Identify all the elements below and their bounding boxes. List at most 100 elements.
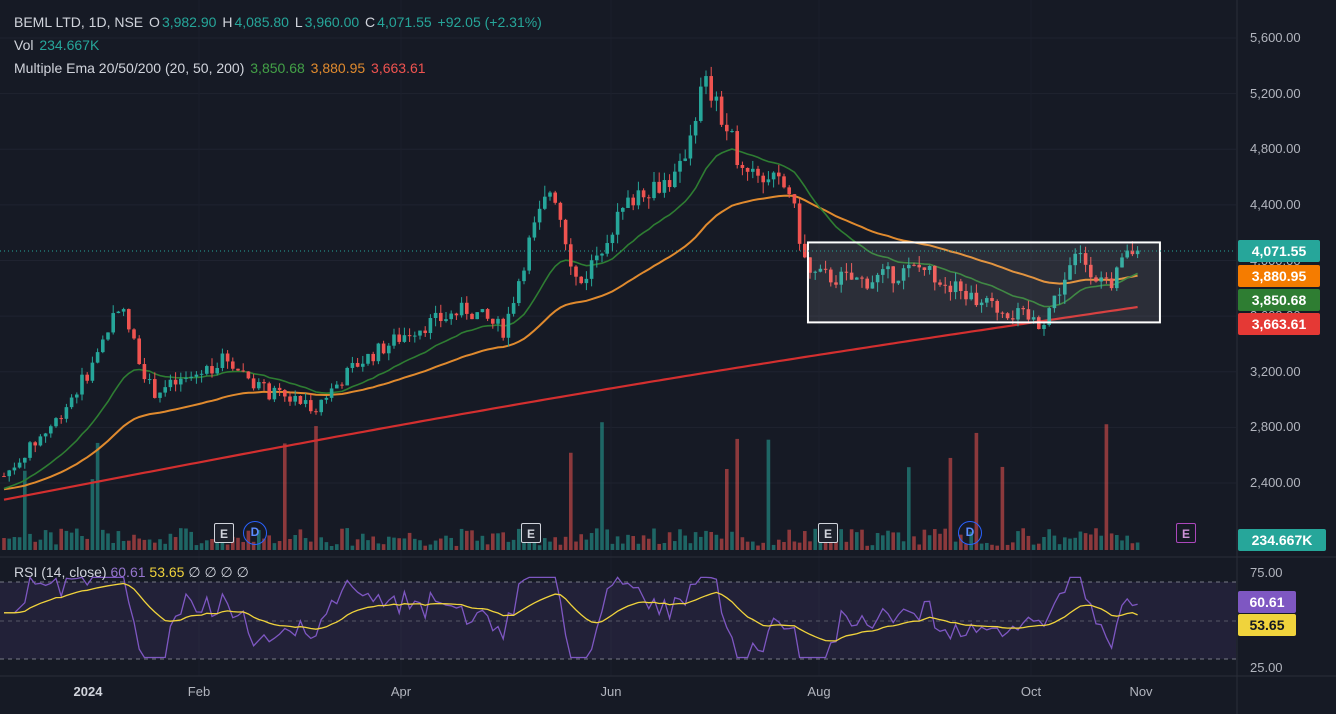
candle-body [667,180,672,188]
candle-body [600,253,604,256]
candle-body [782,176,786,188]
volume-bar [808,541,812,550]
volume-bar [501,532,505,550]
volume-bar [449,537,453,550]
earnings-event-icon[interactable]: E [521,523,541,543]
x-label-nov: Nov [1129,684,1153,699]
volume-bar [199,543,204,550]
earnings-event-icon[interactable]: E [214,523,234,543]
dividend-event-icon[interactable]: D [958,521,982,545]
volume-bar [491,533,495,550]
earnings-event-icon[interactable]: E [818,523,838,543]
rsi-ma-tag: 53.65 [1238,614,1296,636]
volume-bar [834,541,838,550]
x-label-oct: Oct [1020,684,1042,699]
volume-bar [413,538,417,550]
candle-body [933,265,937,283]
volume-bar [1037,543,1041,550]
volume-bar [106,533,110,550]
volume-tag: 234.667K [1238,529,1326,551]
rsi-tag: 60.61 [1238,591,1296,613]
candle-body [751,168,755,172]
candle-body [231,361,235,369]
candle-body [631,197,635,206]
volume-bar [907,467,911,550]
volume-bar [610,543,615,550]
change-value: +92.05 (+2.31%) [437,14,542,30]
volume-bar [974,432,979,550]
candle-body [777,172,781,177]
candle-body [262,382,266,384]
volume-bar [1078,531,1083,550]
candle-body [875,274,880,283]
volume-bar [990,544,994,550]
volume-bar [574,541,578,550]
volume-bar [49,532,53,550]
candle-body [948,285,953,293]
volume-bar [605,529,609,550]
volume-bar [59,528,63,550]
volume-bar [927,535,932,550]
candle-body [584,278,589,284]
open-value: 3,982.90 [161,14,217,30]
candle-body [1099,277,1103,282]
volume-bar [730,531,734,550]
volume-bar [147,539,152,550]
volume-bar [288,538,292,550]
dividend-event-icon[interactable]: D [243,521,267,545]
volume-bar [298,529,303,550]
volume-bar [803,531,807,550]
volume-bar [964,544,968,550]
volume-bar [771,544,776,550]
volume-bar [38,539,43,550]
volume-bar [881,535,885,550]
volume-bar [641,535,646,550]
candle-body [766,179,771,183]
candle-body [449,313,453,320]
candle-body [693,120,698,136]
volume-bar [943,528,947,550]
upcoming-earnings-icon[interactable]: E [1176,523,1196,543]
volume-bar [189,531,193,550]
candle-body [179,378,183,385]
volume-bar [376,543,381,550]
rsi-ma-line [4,582,1138,642]
volume-bar [756,545,760,550]
candle-body [199,373,204,375]
candle-body [1052,295,1057,309]
volume-bar [335,544,339,550]
volume-bar [12,537,17,550]
candle-body [678,160,682,172]
candle-body [371,353,375,362]
candle-body [995,301,999,313]
volume-bar [782,541,786,550]
volume-bar [355,539,360,550]
candle-body [834,282,838,285]
candle-body [215,367,219,374]
volume-bar [366,540,370,550]
candle-body [340,384,344,386]
candle-body [1120,257,1124,268]
candle-body [153,379,157,398]
volume-bar [647,538,651,550]
candle-body [652,181,656,199]
candlesticks [2,66,1140,482]
candle-body [335,384,339,389]
candle-body [1005,313,1010,319]
volume-bar [979,543,984,550]
volume-bar [652,528,656,550]
volume-bar [23,470,27,550]
candle-body [615,211,620,235]
volume-bar [1047,529,1051,550]
candle-body [267,383,271,400]
volume-bar [725,468,729,550]
volume-bar [787,529,791,550]
volume-bar [688,543,693,550]
candle-body [855,277,859,280]
candle-body [116,311,121,314]
candle-body [1057,294,1062,296]
candle-body [75,394,79,398]
volume-bar [158,539,162,550]
volume-bar [891,532,895,550]
